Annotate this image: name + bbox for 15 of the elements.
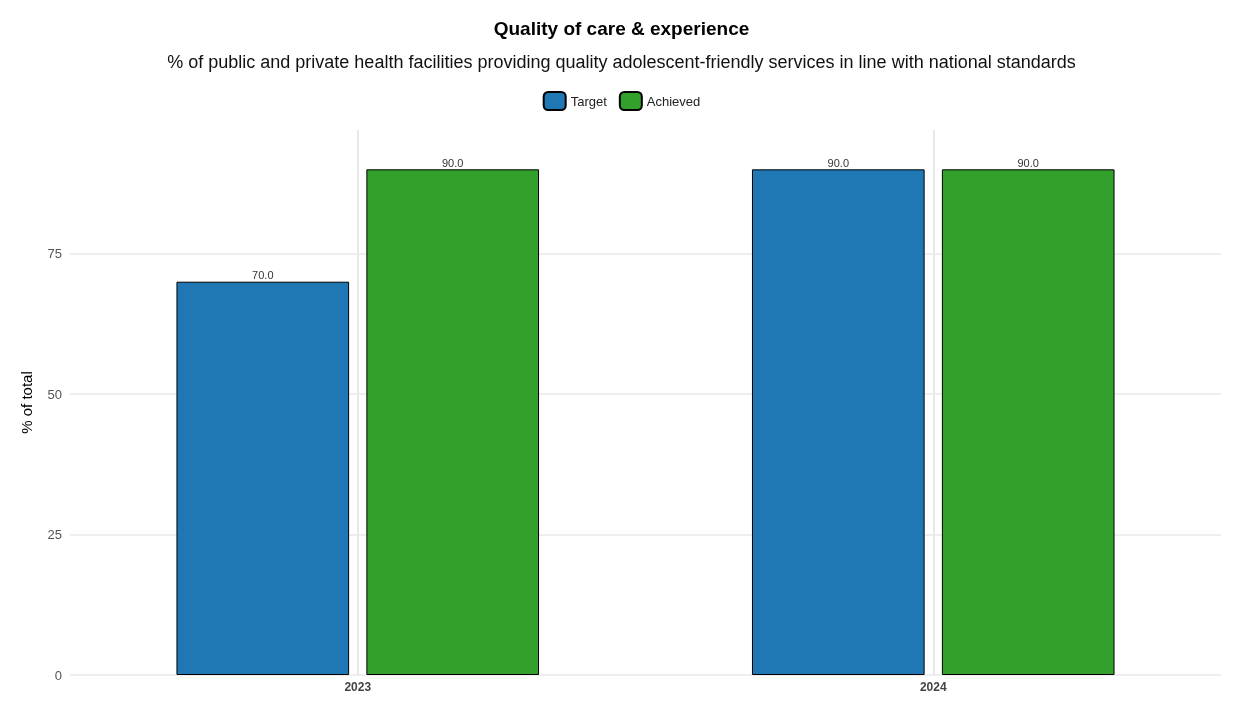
y-tick-label: 25 <box>47 527 62 543</box>
y-tick-label: 75 <box>47 246 62 262</box>
legend-label: Target <box>570 93 608 109</box>
y-axis-title: % of total <box>18 371 35 434</box>
x-tick-label: 2024 <box>919 680 947 694</box>
chart-title: Quality of care & experience <box>493 18 750 39</box>
chart-subtitle: % of public and private health facilities providing quality adolescent-friendly services in line with national standards <box>167 52 1076 72</box>
data-label: 90.0 <box>1017 156 1039 169</box>
y-tick-label: 50 <box>47 386 62 402</box>
data-label: 90.0 <box>442 156 464 169</box>
data-label: 90.0 <box>827 156 849 169</box>
data-label: 70.0 <box>252 269 274 282</box>
x-tick-label: 2023 <box>344 680 372 694</box>
legend-label: Achieved <box>646 93 701 109</box>
y-tick-label: 0 <box>54 667 62 683</box>
